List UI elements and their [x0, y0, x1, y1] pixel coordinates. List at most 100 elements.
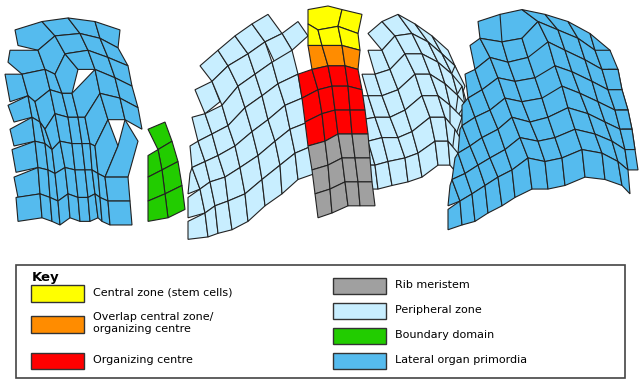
Polygon shape — [608, 70, 622, 90]
Polygon shape — [455, 117, 465, 150]
Polygon shape — [520, 137, 545, 162]
Polygon shape — [75, 170, 88, 197]
Polygon shape — [562, 150, 585, 185]
Polygon shape — [85, 93, 108, 146]
Polygon shape — [435, 141, 450, 165]
Polygon shape — [582, 150, 605, 179]
Polygon shape — [218, 36, 248, 66]
Polygon shape — [100, 197, 110, 225]
Polygon shape — [522, 10, 558, 30]
Polygon shape — [120, 98, 142, 129]
Polygon shape — [418, 141, 438, 177]
Polygon shape — [328, 66, 348, 86]
Polygon shape — [148, 170, 165, 201]
Polygon shape — [490, 58, 515, 81]
Polygon shape — [530, 117, 555, 141]
Polygon shape — [55, 167, 68, 201]
Polygon shape — [45, 114, 60, 150]
Polygon shape — [245, 96, 268, 132]
Polygon shape — [498, 117, 520, 150]
Polygon shape — [625, 150, 638, 170]
Polygon shape — [205, 105, 228, 134]
Polygon shape — [452, 174, 472, 201]
Polygon shape — [478, 158, 498, 185]
Polygon shape — [285, 98, 308, 129]
Polygon shape — [355, 141, 375, 165]
Polygon shape — [452, 153, 465, 179]
Polygon shape — [390, 110, 412, 137]
Polygon shape — [565, 50, 592, 81]
Polygon shape — [215, 201, 232, 233]
Polygon shape — [48, 170, 58, 201]
Bar — [333, 353, 386, 369]
Polygon shape — [558, 30, 585, 60]
Polygon shape — [415, 74, 438, 96]
Polygon shape — [358, 96, 375, 120]
Polygon shape — [355, 158, 372, 182]
Polygon shape — [68, 117, 82, 144]
Polygon shape — [318, 86, 335, 114]
Polygon shape — [188, 167, 200, 194]
Polygon shape — [360, 165, 378, 189]
Polygon shape — [10, 117, 35, 146]
Polygon shape — [508, 58, 535, 81]
Polygon shape — [192, 162, 210, 189]
Polygon shape — [535, 66, 562, 105]
Polygon shape — [475, 58, 498, 90]
Bar — [333, 328, 386, 344]
Polygon shape — [72, 144, 85, 170]
Polygon shape — [515, 78, 542, 102]
Polygon shape — [572, 72, 598, 102]
Polygon shape — [200, 182, 215, 213]
Polygon shape — [462, 98, 475, 126]
Polygon shape — [568, 108, 595, 134]
Polygon shape — [218, 146, 240, 177]
Polygon shape — [252, 120, 275, 156]
Polygon shape — [318, 26, 342, 45]
Polygon shape — [60, 141, 75, 170]
Polygon shape — [22, 70, 50, 102]
Polygon shape — [305, 114, 325, 146]
Polygon shape — [390, 54, 415, 90]
Polygon shape — [58, 194, 70, 225]
Polygon shape — [382, 90, 405, 117]
Polygon shape — [412, 117, 435, 153]
Polygon shape — [542, 86, 568, 117]
Polygon shape — [248, 42, 272, 74]
Polygon shape — [412, 33, 438, 62]
Polygon shape — [375, 117, 398, 137]
Polygon shape — [462, 165, 475, 194]
Polygon shape — [468, 90, 490, 117]
Text: Peripheral zone: Peripheral zone — [395, 305, 482, 315]
Polygon shape — [328, 158, 345, 189]
Polygon shape — [265, 33, 292, 70]
Polygon shape — [588, 114, 612, 141]
Polygon shape — [342, 45, 360, 70]
Polygon shape — [442, 54, 462, 86]
Polygon shape — [352, 117, 368, 144]
Polygon shape — [62, 93, 78, 117]
Polygon shape — [335, 110, 352, 134]
Polygon shape — [280, 153, 298, 194]
Polygon shape — [382, 36, 405, 70]
Polygon shape — [16, 194, 42, 222]
Polygon shape — [212, 66, 238, 105]
Polygon shape — [228, 108, 252, 146]
Polygon shape — [115, 78, 138, 108]
Polygon shape — [430, 117, 448, 141]
Polygon shape — [42, 18, 80, 36]
Polygon shape — [428, 42, 452, 74]
Polygon shape — [580, 93, 605, 122]
Polygon shape — [165, 185, 185, 218]
Polygon shape — [40, 122, 52, 150]
Polygon shape — [52, 141, 65, 174]
Polygon shape — [482, 129, 505, 158]
Polygon shape — [368, 137, 388, 165]
Polygon shape — [225, 167, 245, 201]
Polygon shape — [512, 117, 538, 141]
Text: Boundary domain: Boundary domain — [395, 330, 494, 340]
Polygon shape — [278, 74, 302, 105]
Polygon shape — [405, 96, 430, 132]
Polygon shape — [462, 141, 480, 170]
Polygon shape — [80, 33, 108, 58]
